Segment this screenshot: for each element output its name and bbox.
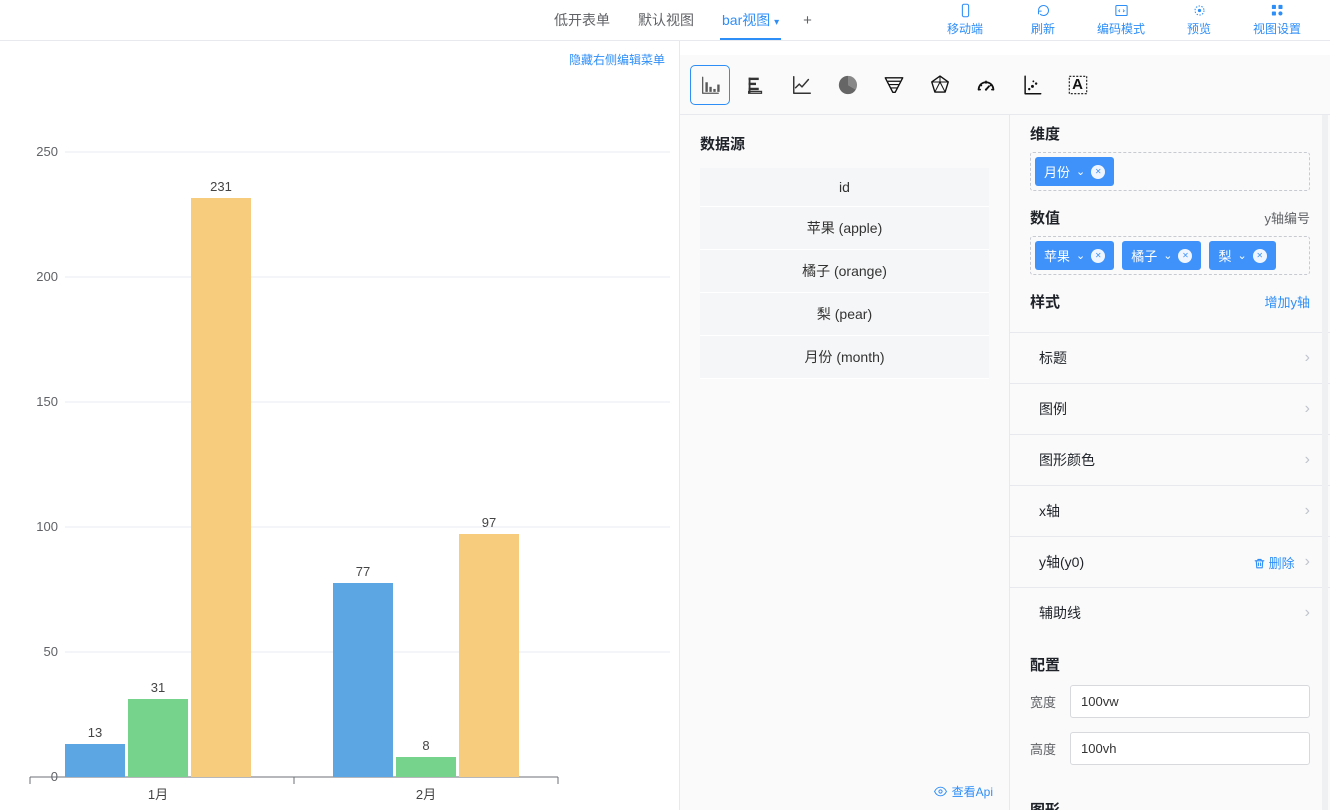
svg-text:250: 250 <box>36 144 58 159</box>
svg-text:200: 200 <box>36 269 58 284</box>
svg-text:231: 231 <box>210 179 232 194</box>
svg-text:97: 97 <box>482 515 496 530</box>
svg-text:150: 150 <box>36 394 58 409</box>
svg-text:50: 50 <box>44 644 58 659</box>
svg-text:77: 77 <box>356 564 370 579</box>
svg-text:100: 100 <box>36 519 58 534</box>
svg-text:8: 8 <box>422 738 429 753</box>
svg-text:13: 13 <box>88 725 102 740</box>
svg-text:31: 31 <box>151 680 165 695</box>
svg-text:1月: 1月 <box>148 787 168 802</box>
svg-text:2月: 2月 <box>416 787 436 802</box>
